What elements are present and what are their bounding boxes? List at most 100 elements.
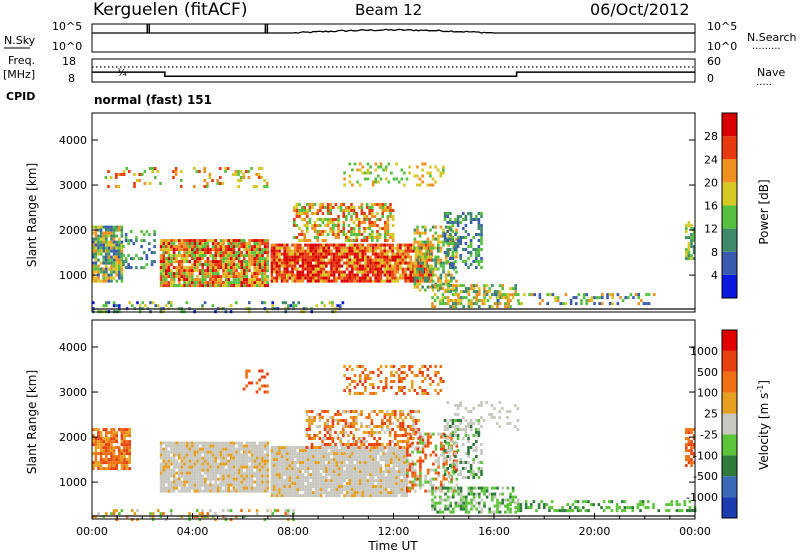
heatmap-cell: [191, 251, 194, 255]
heatmap-cell: [366, 488, 370, 492]
heatmap-cell: [365, 416, 368, 419]
heatmap-cell: [348, 476, 351, 480]
heatmap-cell: [391, 279, 394, 283]
heatmap-cell: [433, 299, 437, 303]
heatmap-cell: [232, 248, 236, 252]
heatmap-cell: [198, 260, 202, 264]
heatmap-cell: [340, 473, 344, 477]
heatmap-cell: [304, 267, 307, 271]
heatmap-cell: [378, 236, 382, 239]
heatmap-cell: [374, 467, 377, 471]
heatmap-cell: [110, 246, 113, 250]
heatmap-cell: [243, 254, 246, 258]
heatmap-cell: [115, 243, 118, 247]
heatmap-cell: [314, 279, 318, 283]
heatmap-cell: [275, 467, 279, 471]
heatmap-cell: [467, 299, 471, 303]
heatmap-cell: [296, 249, 299, 253]
heatmap-cell: [178, 468, 181, 472]
heatmap-cell: [501, 284, 504, 288]
heatmap-cell: [322, 479, 325, 483]
heatmap-cell: [99, 437, 103, 441]
heatmap-cell: [399, 252, 402, 256]
heatmap-cell: [123, 446, 126, 450]
heatmap-cell: [198, 278, 202, 282]
heatmap-cell: [110, 449, 113, 453]
heatmap-cell: [371, 258, 375, 262]
heatmap-cell: [306, 488, 310, 492]
heatmap-cell: [280, 449, 284, 453]
heatmap-cell: [124, 239, 128, 243]
heatmap-cell: [180, 468, 184, 472]
heatmap-cell: [342, 431, 345, 434]
heatmap-cell: [193, 483, 197, 487]
heatmap-cell: [616, 302, 620, 306]
heatmap-cell: [369, 485, 372, 489]
heatmap-cell: [311, 212, 314, 215]
heatmap-cell: [449, 218, 452, 221]
heatmap-cell: [355, 443, 358, 446]
heatmap-cell: [464, 224, 468, 227]
heatmap-cell: [97, 464, 100, 468]
heatmap-cell: [183, 456, 186, 460]
heatmap-cell: [332, 267, 336, 271]
heatmap-cell: [316, 212, 319, 215]
heatmap-cell: [293, 243, 297, 247]
heatmap-cell: [348, 464, 351, 468]
heatmap-cell: [361, 273, 364, 277]
heatmap-cell: [442, 483, 446, 487]
heatmap-cell: [418, 255, 422, 259]
heatmap-cell: [296, 455, 299, 459]
heatmap-cell: [178, 284, 181, 288]
heatmap-cell: [214, 468, 217, 472]
heatmap-cell: [105, 304, 108, 308]
heatmap-cell: [110, 261, 113, 265]
heatmap-cell: [381, 209, 384, 212]
heatmap-cell: [358, 470, 362, 474]
heatmap-cell: [232, 474, 236, 478]
heatmap-cell: [240, 251, 243, 255]
heatmap-cell: [358, 221, 361, 224]
heatmap-cell: [135, 254, 138, 258]
heatmap-cell: [291, 452, 294, 456]
heatmap-cell: [467, 302, 471, 306]
heatmap-cell: [408, 165, 411, 169]
heatmap-cell: [338, 267, 341, 271]
heatmap-cell: [107, 261, 111, 265]
heatmap-cell: [608, 293, 612, 297]
heatmap-cell: [183, 284, 186, 288]
heatmap-cell: [219, 281, 223, 285]
heatmap-cell: [377, 482, 380, 486]
heatmap-cell: [112, 458, 116, 462]
heatmap-cell: [429, 171, 432, 175]
heatmap-cell: [110, 234, 113, 238]
heatmap-cell: [265, 182, 269, 185]
heatmap-cell: [386, 410, 389, 413]
heatmap-cell: [467, 257, 470, 260]
heatmap-cell: [434, 261, 437, 265]
heatmap-cell: [330, 252, 333, 256]
heatmap-cell: [426, 267, 430, 271]
heatmap-cell: [185, 456, 189, 460]
heatmap-cell: [128, 458, 131, 462]
heatmap-cell: [159, 269, 163, 273]
heatmap-cell: [159, 450, 163, 454]
heatmap-cell: [342, 212, 345, 215]
heatmap-cell: [178, 269, 181, 273]
heatmap-cell: [480, 212, 483, 215]
heatmap-cell: [191, 257, 194, 261]
heatmap-cell: [230, 269, 233, 273]
heatmap-cell: [345, 488, 349, 492]
heatmap-cell: [301, 252, 305, 256]
heatmap-cell: [209, 474, 212, 478]
heatmap-cell: [355, 233, 358, 236]
heatmap-cell: [159, 266, 163, 270]
heatmap-cell: [360, 413, 363, 416]
heatmap-cell: [167, 242, 171, 246]
heatmap-cell: [193, 489, 197, 493]
heatmap-cell: [403, 485, 406, 489]
heatmap-cell: [692, 251, 696, 255]
heatmap-cell: [286, 264, 289, 268]
heatmap-cell: [306, 224, 309, 227]
heatmap-cell: [352, 425, 355, 428]
